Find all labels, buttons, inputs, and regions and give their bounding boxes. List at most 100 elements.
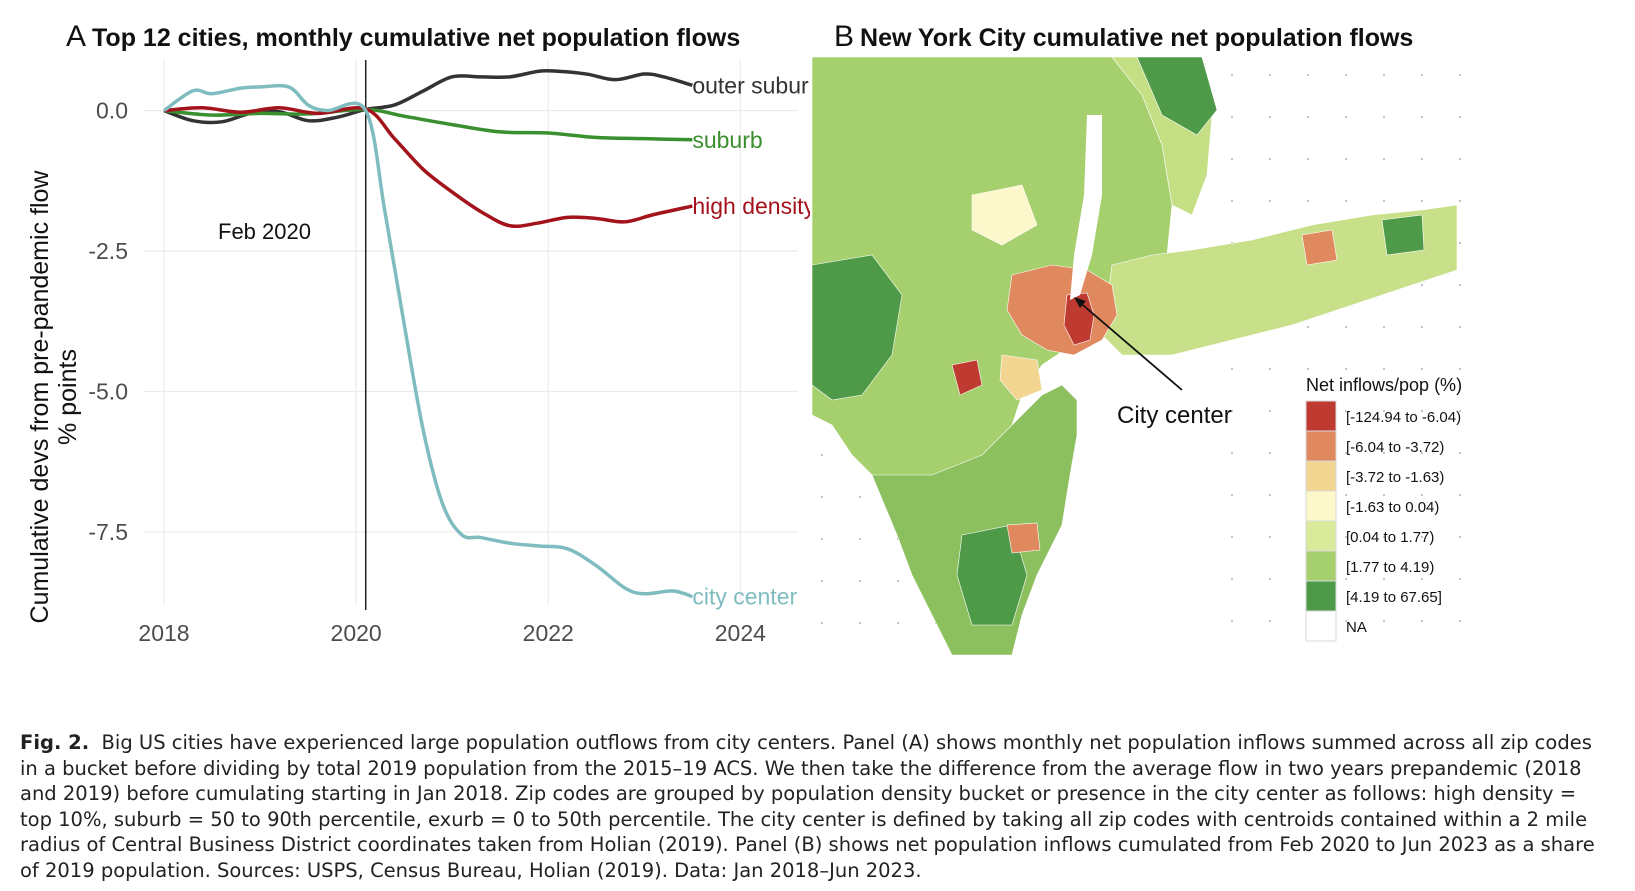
legend-label: NA [1346,619,1367,636]
panel-a-letter: A [66,20,87,53]
map-dot [1268,493,1272,497]
map-dot [1420,619,1424,623]
map-dot [1458,325,1462,329]
legend-label: [4.19 to 67.65] [1346,589,1442,606]
legend-swatch [1305,520,1337,552]
map-dot [1420,535,1424,539]
legend-label: [-3.72 to -1.63) [1346,469,1444,486]
y-tick-label: 0.0 [96,98,128,124]
map-dot [1458,367,1462,371]
map-dot [1458,157,1462,161]
legend-swatch [1305,430,1337,462]
x-tick-label: 2022 [523,620,574,646]
map-dot [1382,619,1386,623]
map-dot [1344,535,1348,539]
map-dot [1458,241,1462,245]
map-dot [1458,73,1462,77]
map-dot [1382,115,1386,119]
panel-b-letter: B [834,20,855,53]
map-dot [1230,493,1234,497]
land-new-jersey-south [871,384,1078,655]
x-tick-labels: 2018 2020 2022 2024 [138,620,766,646]
map-dot [1458,115,1462,119]
map-dot [820,537,824,541]
city-center-arrow [1076,299,1183,391]
map-dot [896,579,900,583]
map-dot [1268,115,1272,119]
land-yellow-patch [971,184,1038,246]
map-dot [1382,451,1386,455]
legend-label: [1.77 to 4.19) [1346,559,1434,576]
map-dot [1344,367,1348,371]
map-dot [1420,115,1424,119]
series-line-high-density [163,106,693,229]
legend-swatch [1305,400,1337,432]
panel-b-title: B New York City cumulative net population… [834,20,1413,54]
map-dot [858,621,862,625]
y-axis-label-unit: % points [54,349,82,445]
legend-swatch [1305,550,1337,582]
map-dot [1344,619,1348,623]
panel-a-title-text: Top 12 cities, monthly cumulative net po… [92,24,741,52]
map-dot [1382,493,1386,497]
map-dot [1268,367,1272,371]
series-label-high-density: high density [692,193,810,219]
map-dot [1268,451,1272,455]
plot-area [144,60,798,605]
map-dot [1382,157,1386,161]
legend-label: [-6.04 to -3.72) [1346,439,1444,456]
series-line-suburb [163,107,693,142]
hudson-river [1070,115,1102,300]
legend-swatch [1305,610,1337,642]
map-dot [1382,409,1386,413]
map-dot [1382,535,1386,539]
map-dot [1420,451,1424,455]
series-label-city-center: city center [692,584,797,610]
chart-grid [144,60,798,610]
panel-a-title: A Top 12 cities, monthly cumulative net p… [66,20,740,54]
map-dot [1420,325,1424,329]
legend-swatch [1305,580,1337,612]
land-li-green [1381,214,1425,256]
map-dot [1344,409,1348,413]
nyc-zip-choropleth [812,56,1458,655]
map-dot [1306,73,1310,77]
map-dot [820,579,824,583]
map-dot [1420,73,1424,77]
legend-label: [0.04 to 1.77) [1346,529,1434,546]
map-dot [1230,115,1234,119]
map-dot [1230,535,1234,539]
map-dot [1458,619,1462,623]
map-dot [858,537,862,541]
map-dot [1344,157,1348,161]
panel-a-line-chart: 0.0 -2.5 -5.0 -7.5 2018 2020 2022 2024 outer s… [26,60,810,646]
legend-title: Net inflows/pop (%) [1306,375,1462,395]
land-nw-green [812,254,903,401]
map-dot [1382,367,1386,371]
map-dot [1230,451,1234,455]
map-dot [1382,199,1386,203]
y-tick-labels: 0.0 -2.5 -5.0 -7.5 [88,98,128,545]
map-dot [1230,73,1234,77]
map-dot [1230,577,1234,581]
map-dot [858,579,862,583]
map-dot [1382,73,1386,77]
caption-label: Fig. 2. [20,731,90,754]
y-tick-label: -2.5 [88,238,128,264]
map-dot [1420,409,1424,413]
series-line-city-center [162,83,693,599]
x-tick-label: 2024 [715,620,766,646]
map-dot [1268,199,1272,203]
series-labels: outer suburb suburb high density city cente… [692,72,810,609]
map-dot [1344,577,1348,581]
map-dot [1230,409,1234,413]
map-dot [1344,199,1348,203]
map-dot [820,621,824,625]
legend-swatch [1305,460,1337,492]
land-li-orange [1301,229,1338,266]
panel-b-nyc-map: City center Net inflows/pop (%) [-124.94… [812,56,1462,655]
map-dot [858,495,862,499]
map-dot [1230,199,1234,203]
city-center-arrowhead [1074,297,1086,308]
city-center-label: City center [1117,402,1232,429]
